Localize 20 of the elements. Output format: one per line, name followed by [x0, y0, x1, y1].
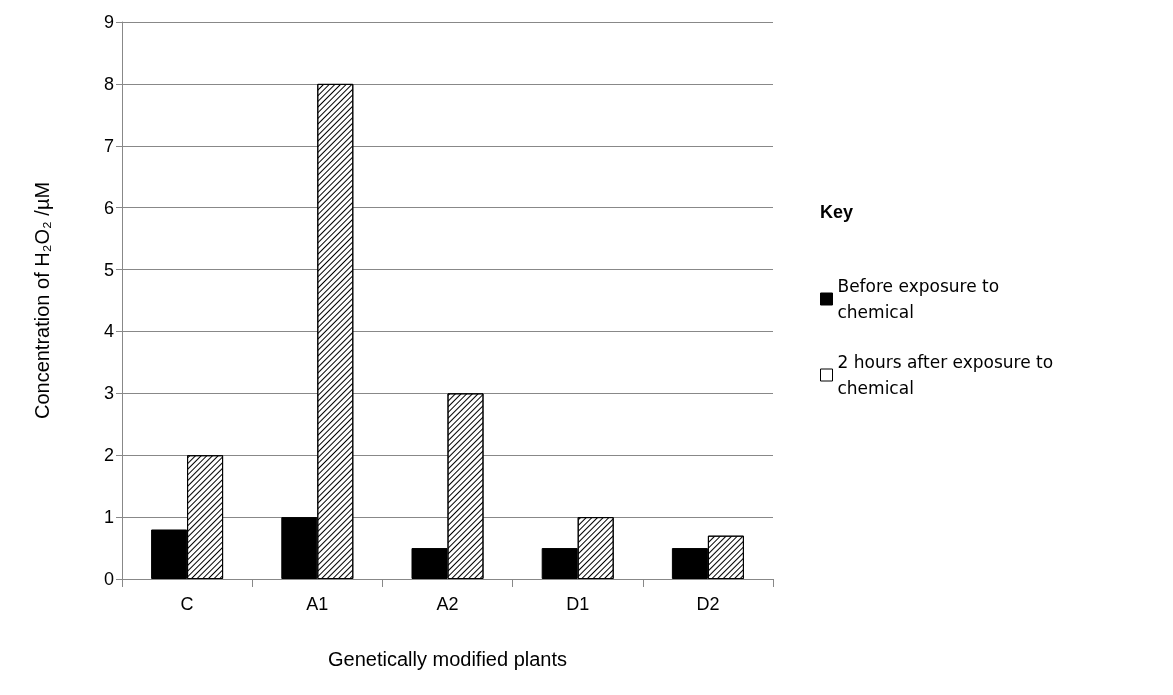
y-tick-label: 4 — [103, 321, 114, 342]
y-tick-label: 2 — [103, 445, 114, 466]
y-axis-title: Concentration of H₂O₂ /µM — [31, 181, 53, 420]
y-tick-label: 7 — [103, 135, 114, 156]
y-tick-label: 5 — [103, 259, 114, 280]
y-tick-label: 3 — [103, 383, 114, 404]
x-tick-label: C — [180, 594, 194, 614]
x-tick-label: D1 — [566, 594, 590, 614]
x-tick-label: D2 — [696, 594, 720, 614]
y-tick-label: 9 — [103, 12, 114, 32]
legend-label: 2 hours after exposure to chemical — [837, 352, 1059, 398]
x-tick-label: A2 — [436, 594, 459, 614]
x-axis-title: Genetically modified plants — [327, 648, 568, 670]
x-tick-label: A1 — [306, 594, 329, 614]
y-tick-label: 0 — [103, 569, 114, 589]
legend-title: Key — [820, 202, 854, 222]
y-tick-label: 6 — [103, 197, 114, 218]
y-tick-label: 1 — [103, 507, 114, 528]
legend-label: Before exposure to chemical — [837, 276, 1005, 322]
y-tick-label: 8 — [103, 73, 114, 94]
